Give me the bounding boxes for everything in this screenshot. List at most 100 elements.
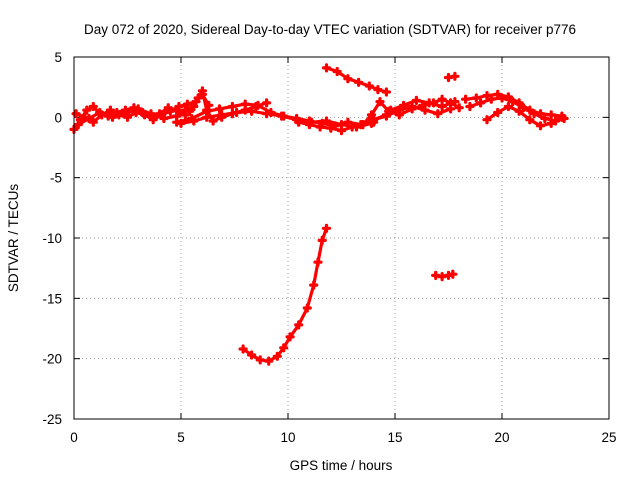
x-tick-label: 15 (387, 430, 402, 445)
data-point-plus-marker (411, 95, 421, 105)
data-point-plus-marker (418, 100, 428, 110)
data-point-plus-marker (176, 118, 186, 128)
data-point-plus-marker (493, 107, 503, 118)
chart-title: Day 072 of 2020, Sidereal Day-to-day VTE… (84, 22, 576, 37)
y-tick-label: -15 (42, 291, 62, 306)
series-track (188, 89, 269, 123)
data-point-plus-marker (182, 99, 192, 109)
data-point-plus-marker (535, 121, 546, 131)
data-point-plus-marker (88, 101, 98, 112)
data-point-plus-marker (373, 85, 383, 95)
data-point-plus-marker (343, 74, 353, 84)
data-point-plus-marker (95, 107, 105, 118)
data-point-plus-marker (214, 104, 225, 114)
data-point-plus-marker (508, 97, 518, 107)
data-point-plus-marker (529, 109, 539, 119)
x-tick-label: 10 (280, 430, 295, 445)
data-point-plus-marker (431, 270, 441, 280)
data-point-plus-marker (461, 94, 471, 104)
data-point-plus-marker (476, 98, 486, 108)
y-tick-label: 0 (54, 110, 62, 125)
data-point-plus-marker (88, 117, 98, 127)
data-point-plus-marker (386, 105, 396, 115)
data-point-plus-marker (424, 98, 434, 108)
data-point-plus-marker (227, 101, 237, 112)
data-point-plus-marker (240, 105, 250, 115)
data-point-plus-marker (313, 257, 323, 267)
data-point-plus-marker (540, 113, 550, 124)
data-point-plus-marker (309, 280, 319, 290)
data-point-plus-marker (317, 235, 327, 245)
data-point-plus-marker (294, 320, 304, 330)
series-track-j (369, 101, 456, 125)
data-point-plus-marker (336, 126, 347, 136)
y-tick-label: -20 (42, 352, 62, 367)
data-point-plus-marker (381, 111, 391, 121)
data-point-plus-marker (437, 272, 447, 282)
x-tick-label: 20 (494, 430, 509, 445)
data-point-plus-marker (443, 72, 454, 83)
data-point-plus-marker (364, 81, 374, 91)
data-point-plus-marker (493, 89, 503, 99)
data-point-plus-marker (514, 106, 524, 116)
data-point-plus-marker (321, 63, 332, 73)
series-track-o (482, 101, 567, 131)
data-point-plus-marker (450, 71, 460, 81)
data-point-plus-marker (197, 86, 207, 96)
data-point-plus-marker (420, 105, 430, 115)
data-point-plus-marker (518, 103, 528, 113)
data-point-plus-marker (354, 77, 364, 87)
data-point-plus-marker (294, 117, 304, 127)
data-series (69, 63, 569, 366)
data-point-plus-marker (465, 101, 475, 112)
data-point-plus-marker (326, 123, 336, 133)
y-tick-label: -25 (42, 412, 62, 427)
data-point-plus-marker (202, 112, 212, 122)
data-point-plus-marker (497, 93, 507, 103)
data-point-plus-marker (486, 94, 496, 104)
data-point-plus-marker (448, 269, 458, 279)
data-point-plus-marker (557, 112, 567, 122)
series-track-k (386, 95, 460, 115)
data-point-plus-marker (482, 91, 492, 101)
data-point-plus-marker (381, 87, 391, 97)
x-tick-label: 0 (70, 430, 78, 445)
data-point-plus-marker (247, 350, 257, 360)
data-point-plus-marker (525, 115, 535, 125)
y-axis-label: SDTVAR / TECUs (6, 184, 21, 293)
data-point-plus-marker (332, 66, 342, 77)
series-track-f (185, 86, 272, 126)
series-track (241, 226, 329, 363)
data-point-plus-marker (482, 115, 492, 125)
data-point-plus-marker (159, 113, 169, 124)
y-tick-label: -5 (50, 171, 62, 186)
data-point-plus-marker (369, 115, 379, 125)
data-point-plus-marker (272, 351, 282, 361)
y-tick-label: 5 (54, 50, 62, 65)
data-point-plus-marker (437, 101, 447, 112)
data-point-plus-marker (546, 118, 556, 128)
data-point-plus-marker (399, 100, 409, 110)
series-track-l (443, 71, 460, 83)
data-point-plus-marker (208, 116, 218, 126)
x-tick-label: 25 (601, 430, 616, 445)
data-point-plus-marker (321, 223, 332, 233)
data-point-plus-marker (358, 120, 368, 130)
data-point-plus-marker (347, 122, 357, 132)
data-point-plus-marker (279, 343, 289, 353)
data-point-plus-marker (407, 101, 417, 112)
x-tick-label: 5 (177, 430, 185, 445)
data-point-plus-marker (193, 93, 203, 103)
data-point-plus-marker (73, 120, 83, 130)
data-point-plus-marker (285, 332, 295, 342)
data-point-plus-marker (321, 116, 332, 126)
series-track-h (321, 63, 391, 97)
x-axis-label: GPS time / hours (290, 458, 393, 473)
data-point-plus-marker (105, 105, 115, 115)
data-point-plus-marker (217, 112, 227, 122)
data-point-plus-marker (433, 109, 443, 119)
data-point-plus-marker (148, 115, 158, 125)
data-point-plus-marker (315, 122, 325, 132)
data-point-plus-marker (304, 120, 314, 130)
